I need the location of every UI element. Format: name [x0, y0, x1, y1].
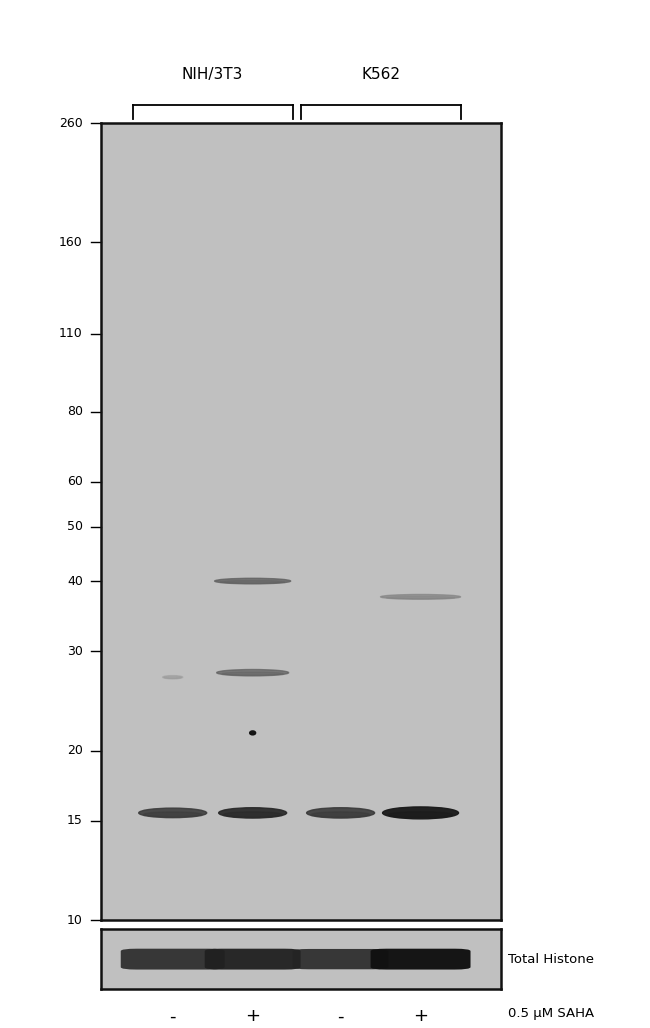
- Text: 50: 50: [67, 520, 83, 533]
- Text: Total Histone: Total Histone: [508, 953, 594, 965]
- Text: 10: 10: [67, 914, 83, 926]
- Ellipse shape: [387, 596, 454, 598]
- Ellipse shape: [144, 812, 202, 816]
- Text: 15: 15: [67, 814, 83, 828]
- Text: +: +: [413, 1007, 428, 1026]
- FancyBboxPatch shape: [292, 949, 389, 969]
- Text: +: +: [245, 1007, 260, 1026]
- Ellipse shape: [216, 669, 289, 675]
- Text: 60: 60: [67, 475, 83, 488]
- FancyBboxPatch shape: [370, 949, 471, 969]
- Ellipse shape: [388, 812, 453, 817]
- Text: NIH/3T3: NIH/3T3: [182, 67, 243, 82]
- Text: -: -: [337, 1007, 344, 1026]
- Ellipse shape: [138, 808, 207, 817]
- Ellipse shape: [250, 733, 255, 734]
- Ellipse shape: [307, 808, 374, 818]
- Text: 40: 40: [67, 575, 83, 588]
- Text: 260: 260: [59, 117, 83, 130]
- Ellipse shape: [214, 579, 291, 584]
- Ellipse shape: [220, 581, 285, 583]
- Ellipse shape: [383, 807, 458, 819]
- Ellipse shape: [250, 731, 255, 735]
- Ellipse shape: [164, 676, 181, 678]
- Ellipse shape: [222, 672, 283, 675]
- FancyBboxPatch shape: [205, 949, 300, 969]
- Text: 110: 110: [59, 327, 83, 340]
- Ellipse shape: [224, 812, 281, 817]
- FancyBboxPatch shape: [121, 949, 225, 969]
- Ellipse shape: [162, 675, 183, 678]
- Ellipse shape: [312, 812, 369, 817]
- Ellipse shape: [381, 594, 461, 599]
- Text: 20: 20: [67, 744, 83, 757]
- Ellipse shape: [218, 808, 287, 818]
- Text: 80: 80: [67, 405, 83, 418]
- Text: 0.5 μM SAHA: 0.5 μM SAHA: [508, 1007, 594, 1021]
- Text: 160: 160: [59, 235, 83, 249]
- Text: -: -: [170, 1007, 176, 1026]
- Text: K562: K562: [361, 67, 400, 82]
- Text: 30: 30: [67, 645, 83, 658]
